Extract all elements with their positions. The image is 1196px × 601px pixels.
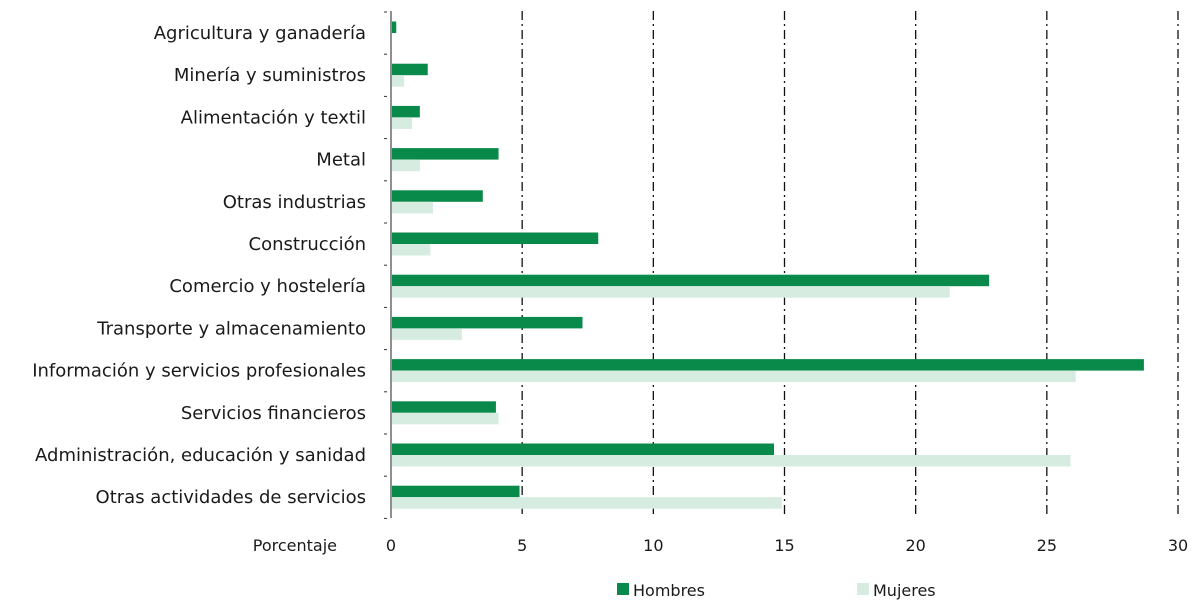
category-label-alimentacion-y-textil: Alimentación y textil <box>181 107 366 128</box>
legend-swatch-mujeres <box>857 583 869 595</box>
x-tick-label-15: 15 <box>774 536 794 555</box>
bar-mujeres-mineria-y-suministros <box>392 75 405 87</box>
category-label-agricultura-y-ganaderia: Agricultura y ganadería <box>154 23 366 44</box>
category-label-comercio-y-hosteleria: Comercio y hostelería <box>169 276 366 297</box>
gridlines <box>521 11 1179 518</box>
bar-mujeres-informacion-y-servicios-profesionales <box>392 370 1076 383</box>
bar-hombres-agricultura-y-ganaderia <box>392 21 397 33</box>
bar-hombres-mineria-y-suministros <box>392 63 428 76</box>
legend: Hombres Mujeres <box>617 581 936 600</box>
x-tick-label-20: 20 <box>905 536 925 555</box>
category-label-transporte-y-almacenamiento: Transporte y almacenamiento <box>96 318 366 339</box>
bar-hombres-alimentacion-y-textil <box>392 105 420 118</box>
legend-label-mujeres: Mujeres <box>873 581 936 600</box>
bar-hombres-otras-industrias <box>392 190 483 202</box>
bars <box>392 21 1144 509</box>
bar-hombres-transporte-y-almacenamiento <box>392 316 583 329</box>
legend-swatch-hombres <box>617 583 629 595</box>
category-labels: Agricultura y ganadería Minería y suminis… <box>32 23 366 508</box>
category-label-servicios-financieros: Servicios financieros <box>181 403 366 424</box>
bar-mujeres-alimentacion-y-textil <box>392 117 412 129</box>
bar-hombres-otras-actividades-de-servicios <box>392 485 520 498</box>
bar-mujeres-otras-industrias <box>392 201 433 214</box>
bar-mujeres-metal <box>392 159 420 172</box>
x-tick-label-10: 10 <box>643 536 663 555</box>
category-label-otras-actividades-de-servicios: Otras actividades de servicios <box>96 487 366 508</box>
x-tick-label-30: 30 <box>1168 536 1188 555</box>
category-label-otras-industrias: Otras industrias <box>223 192 366 213</box>
category-label-administracion-educacion-y-sanidad: Administración, educación y sanidad <box>35 445 366 466</box>
bar-mujeres-construccion <box>392 244 431 256</box>
bar-hombres-administracion-educacion-y-sanidad <box>392 443 775 455</box>
bar-mujeres-otras-actividades-de-servicios <box>392 497 782 509</box>
x-tick-label-25: 25 <box>1037 536 1057 555</box>
category-label-metal: Metal <box>316 150 366 171</box>
x-tick-label-0: 0 <box>386 536 396 555</box>
bar-mujeres-comercio-y-hosteleria <box>392 286 950 298</box>
x-axis-label: Porcentaje <box>253 536 337 555</box>
bar-hombres-metal <box>392 148 499 160</box>
x-tick-label-5: 5 <box>517 536 527 555</box>
category-label-mineria-y-suministros: Minería y suministros <box>174 65 366 86</box>
bar-mujeres-transporte-y-almacenamiento <box>392 328 462 340</box>
category-label-informacion-y-servicios-profesionales: Información y servicios profesionales <box>32 361 366 382</box>
legend-label-hombres: Hombres <box>633 581 705 600</box>
bar-mujeres-administracion-educacion-y-sanidad <box>392 455 1071 467</box>
bar-hombres-construccion <box>392 232 599 244</box>
bar-hombres-comercio-y-hosteleria <box>392 274 990 287</box>
bar-hombres-informacion-y-servicios-profesionales <box>392 359 1144 371</box>
bar-mujeres-servicios-financieros <box>392 412 499 425</box>
category-label-construccion: Construcción <box>249 234 366 255</box>
bar-hombres-servicios-financieros <box>392 401 496 413</box>
x-axis: Porcentaje 0 5 10 15 20 25 30 <box>253 11 1188 555</box>
